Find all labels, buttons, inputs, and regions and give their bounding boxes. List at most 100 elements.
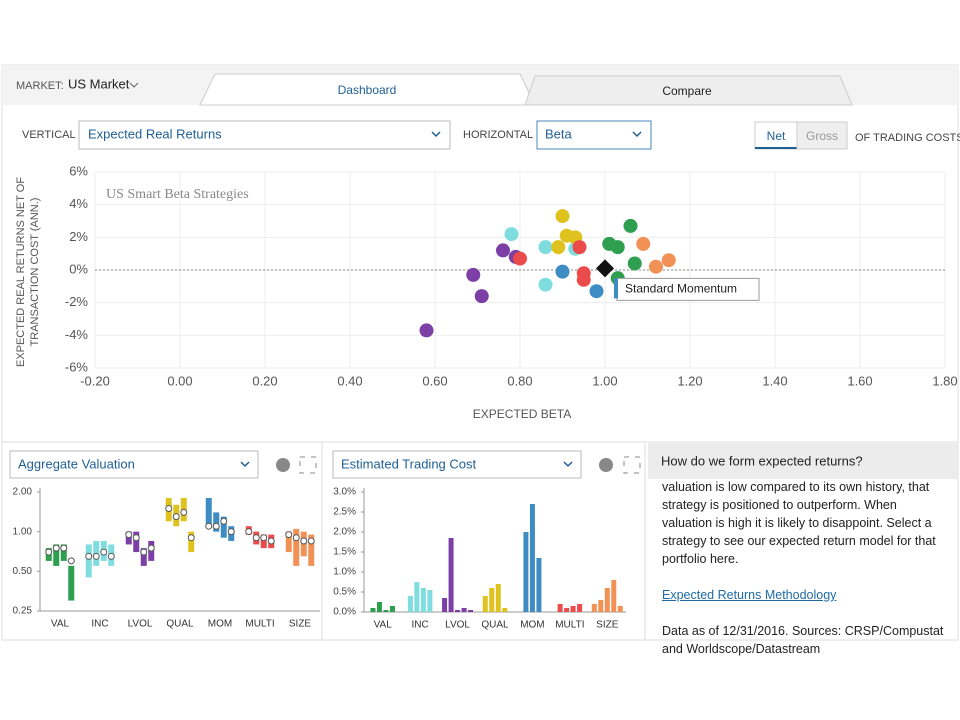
tooltip-label: Standard Momentum <box>625 282 737 296</box>
y-tick-label: 6% <box>69 163 88 178</box>
current-marker <box>307 537 315 545</box>
point[interactable] <box>419 323 434 338</box>
net-label: Net <box>767 129 786 143</box>
y-tick-label: -2% <box>65 294 89 309</box>
x-tick-label: QUAL <box>166 619 194 630</box>
tab-label[interactable]: Compare <box>662 84 712 98</box>
y-tick-label: 2.00 <box>13 487 33 498</box>
gross-label: Gross <box>806 129 838 143</box>
bar <box>598 600 604 612</box>
bar <box>482 596 488 612</box>
tab-active[interactable] <box>199 73 536 106</box>
x-tick-label: 1.60 <box>847 373 872 388</box>
point[interactable] <box>572 240 587 255</box>
bar <box>536 558 542 612</box>
point[interactable] <box>538 277 553 292</box>
y-tick-label: 4% <box>69 196 88 211</box>
point[interactable] <box>627 256 642 271</box>
current-marker <box>227 528 235 536</box>
market-label: MARKET: <box>16 80 64 92</box>
x-tick-label: 1.20 <box>677 373 702 388</box>
point[interactable] <box>576 272 591 287</box>
y-tick-label: 1.0% <box>333 567 356 578</box>
gross-button[interactable] <box>796 121 848 150</box>
point[interactable] <box>496 243 510 258</box>
range-bar <box>60 544 67 561</box>
point[interactable] <box>551 240 566 255</box>
chevron <box>129 82 139 88</box>
x-tick-label: INC <box>91 619 108 630</box>
bar <box>370 608 376 612</box>
x-tick-label: 1.00 <box>592 373 617 388</box>
x-axis-label: EXPECTED BETA <box>473 407 571 421</box>
range-bar <box>133 531 140 553</box>
select[interactable] <box>9 450 259 479</box>
point[interactable] <box>504 227 519 242</box>
vertical-select[interactable] <box>78 120 451 150</box>
current-marker <box>252 534 260 542</box>
range-bar <box>285 531 292 553</box>
point[interactable] <box>589 284 604 299</box>
bar <box>407 596 413 612</box>
point[interactable] <box>513 251 527 266</box>
bar <box>495 584 501 612</box>
bar <box>577 604 583 612</box>
x-tick-label: QUAL <box>481 620 509 631</box>
point[interactable] <box>623 218 638 233</box>
tab-label[interactable]: Dashboard <box>338 83 397 97</box>
point[interactable] <box>474 289 489 304</box>
current-marker <box>92 552 100 560</box>
current-marker <box>85 552 93 560</box>
info-header <box>648 443 958 479</box>
current-marker <box>45 548 53 556</box>
point[interactable] <box>649 259 663 274</box>
range-bar <box>308 534 315 566</box>
tab[interactable] <box>524 75 853 106</box>
tooltip-marker <box>614 278 618 299</box>
bar <box>383 610 389 612</box>
x-tick-label: 1.80 <box>932 373 957 388</box>
x-tick-label: VAL <box>51 619 70 630</box>
info-body: valuation is low compared to its own his… <box>662 478 947 676</box>
y-tick-label: 0.5% <box>333 587 356 598</box>
costs-label: OF TRADING COSTS <box>855 132 960 144</box>
bar <box>420 588 426 612</box>
x-tick-label: SIZE <box>289 619 312 630</box>
x-tick-label: VAL <box>374 620 393 631</box>
x-tick-label: MULTI <box>555 620 584 631</box>
point[interactable] <box>538 240 553 255</box>
vertical-value: Expected Real Returns <box>88 126 222 141</box>
y-tick-label: 0% <box>69 261 88 276</box>
market-select[interactable]: US Market <box>68 76 130 91</box>
point[interactable] <box>466 267 481 282</box>
bar <box>617 606 623 612</box>
point[interactable] <box>610 240 625 255</box>
point[interactable] <box>636 236 651 251</box>
point[interactable] <box>555 209 570 224</box>
current-marker <box>172 513 180 521</box>
chevron <box>240 461 250 468</box>
current-marker <box>187 534 195 542</box>
current-marker <box>100 548 108 556</box>
bar <box>389 606 395 612</box>
point[interactable] <box>661 253 676 268</box>
range-bar <box>140 548 147 566</box>
expand-icon[interactable] <box>299 456 317 474</box>
expand-icon[interactable] <box>623 456 641 474</box>
point[interactable] <box>555 264 570 279</box>
bar <box>557 604 563 612</box>
select[interactable] <box>332 450 582 479</box>
net-button[interactable] <box>754 121 798 150</box>
range-bar <box>293 528 300 566</box>
current-marker <box>132 534 140 542</box>
info-icon[interactable] <box>599 458 613 472</box>
horizontal-select[interactable] <box>536 120 652 150</box>
current-marker <box>300 537 308 545</box>
info-icon[interactable] <box>276 458 290 472</box>
methodology-link[interactable]: Expected Returns Methodology <box>662 588 837 602</box>
x-tick-label: -0.20 <box>80 373 110 388</box>
highlight-point[interactable] <box>596 259 614 278</box>
chart-title: Estimated Trading Cost <box>341 456 477 471</box>
x-tick-label: 0.80 <box>507 373 532 388</box>
